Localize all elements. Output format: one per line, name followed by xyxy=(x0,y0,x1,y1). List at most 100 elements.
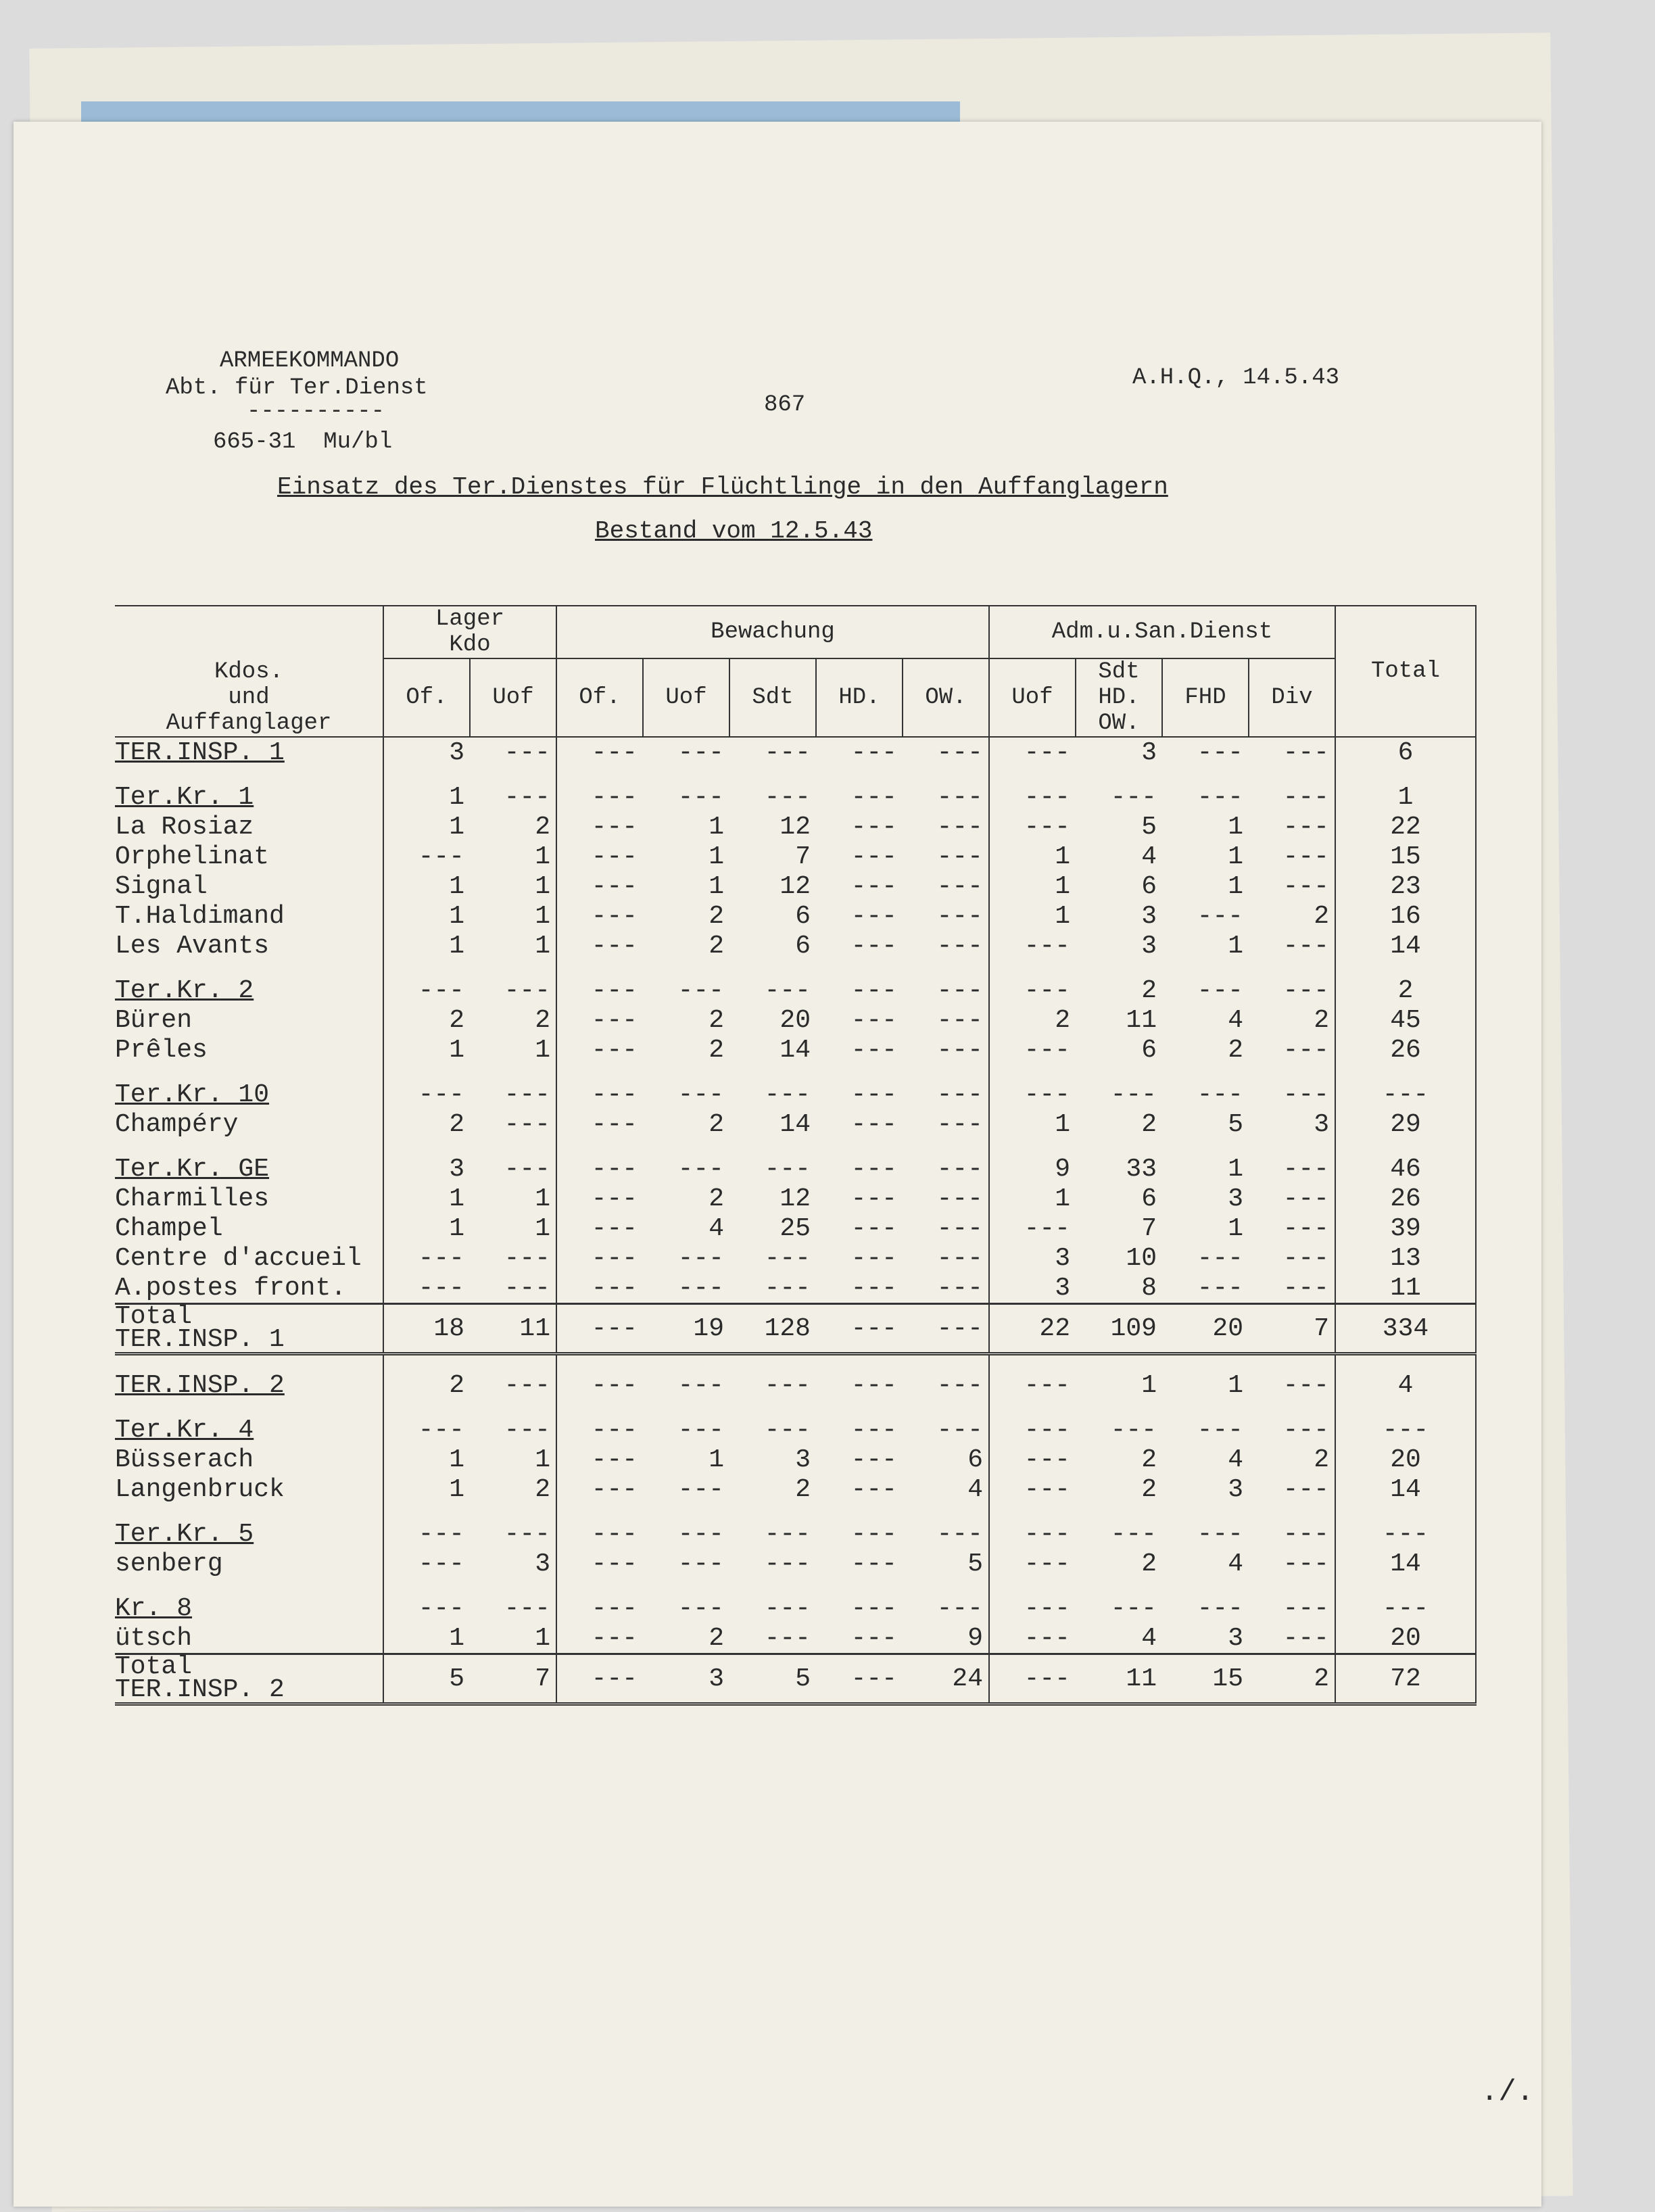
cell-value: 20 xyxy=(1335,1623,1477,1654)
cell-value: 1 xyxy=(1228,842,1243,871)
cell-value: 9 xyxy=(988,1139,1076,1184)
cell-value: --- xyxy=(850,1370,897,1400)
cell-value: 2 xyxy=(709,931,724,961)
cell-value: 20 xyxy=(1335,1445,1477,1474)
cell-value: 3 xyxy=(643,1653,729,1706)
row-label: Prêles xyxy=(115,1035,208,1065)
cell-value: --- xyxy=(988,1035,1076,1065)
cell-value: --- xyxy=(1282,1184,1329,1213)
cell-value: --- xyxy=(677,1080,724,1109)
row-label: senberg xyxy=(115,1549,223,1579)
cell-value: --- xyxy=(677,1519,724,1549)
table-row: Ter.Kr. 4 --- --- --- --- --- --- --- --- --- --- -… xyxy=(115,1400,1477,1445)
cell-value: --- xyxy=(850,812,897,842)
cell-value: --- xyxy=(504,1109,550,1139)
row-label: ütsch xyxy=(115,1623,193,1653)
column-header: Uof xyxy=(642,658,730,738)
cell-value: 2 xyxy=(383,1353,470,1400)
cell-value: --- xyxy=(556,1549,643,1579)
cell-value: 2 xyxy=(709,1184,724,1213)
cell-value: --- xyxy=(850,871,897,901)
cell-value: 1 xyxy=(535,1445,550,1474)
cell-value: 14 xyxy=(779,1035,811,1065)
table-row: Ter.Kr. 2 --- --- --- --- --- --- --- --- 2 --- ---… xyxy=(115,961,1477,1005)
table-row: Büren 2 2 --- 2 20 --- --- 2 11 4 2 45 xyxy=(115,1005,1477,1035)
cell-value: --- xyxy=(556,1445,643,1474)
cell-value: 1 xyxy=(1228,871,1243,901)
cell-value: --- xyxy=(816,1653,903,1706)
cell-value: 1 xyxy=(535,842,550,871)
cell-value: 1 xyxy=(1228,1213,1243,1243)
cell-value: 11 xyxy=(1335,1273,1477,1304)
cell-value: --- xyxy=(556,1035,643,1065)
cell-value: --- xyxy=(1197,738,1243,767)
cell-value: --- xyxy=(936,1243,983,1273)
cell-value: --- xyxy=(1282,976,1329,1005)
cell-value: 2 xyxy=(1141,1445,1157,1474)
table-row: T.Haldimand 1 1 --- 2 6 --- --- 1 3 --- 2 16 xyxy=(115,901,1477,931)
cell-value: --- xyxy=(1282,931,1329,961)
cell-value: 4 xyxy=(1228,1005,1243,1035)
cell-value: --- xyxy=(988,1579,1076,1623)
cell-value: 2 xyxy=(988,1005,1076,1035)
cell-value: --- xyxy=(936,1035,983,1065)
cell-value: --- xyxy=(988,1065,1076,1109)
cell-value: --- xyxy=(764,1415,811,1445)
cell-value: 1 xyxy=(383,871,470,901)
cell-value: 24 xyxy=(903,1653,989,1706)
cell-value: 20 xyxy=(1162,1303,1249,1355)
table-row: Büsserach 1 1 --- 1 3 --- 6 --- 2 4 2 20 xyxy=(115,1445,1477,1474)
cell-value: --- xyxy=(556,1109,643,1139)
row-header: Kdos. und Auffanglager xyxy=(115,605,384,738)
cell-value: --- xyxy=(1197,1273,1243,1303)
cell-value: --- xyxy=(556,1400,643,1445)
column-header: Div xyxy=(1248,658,1336,738)
total-row: Total TER.INSP. 1 18 11 --- 19 128 --- --- 22 109… xyxy=(115,1303,1477,1355)
cell-value: 3 xyxy=(1141,931,1157,961)
row-label: Champéry xyxy=(115,1109,239,1139)
cell-value: --- xyxy=(1110,1519,1157,1549)
cell-value: 26 xyxy=(1335,1184,1477,1213)
cell-value: --- xyxy=(556,1243,643,1273)
cell-value: 3 xyxy=(1228,1184,1243,1213)
cell-value: 5 xyxy=(967,1549,983,1579)
table-row: Ter.Kr. GE 3 --- --- --- --- --- --- 9 33 1 --- 46 xyxy=(115,1139,1477,1184)
cell-value: 1 xyxy=(535,1184,550,1213)
cell-value: --- xyxy=(556,901,643,931)
cell-value: 11 xyxy=(470,1303,556,1355)
cell-value: 4 xyxy=(1228,1549,1243,1579)
cell-value: 39 xyxy=(1335,1213,1477,1243)
column-header: Uof xyxy=(469,658,557,738)
cell-value: --- xyxy=(764,1623,811,1653)
cell-value: --- xyxy=(1282,1623,1329,1653)
cell-value: --- xyxy=(383,1504,470,1549)
cell-value: 72 xyxy=(1335,1653,1477,1706)
cell-value: --- xyxy=(1335,1579,1477,1623)
cell-value: 3 xyxy=(988,1243,1076,1273)
cell-value: 2 xyxy=(709,1005,724,1035)
cell-value: --- xyxy=(677,1243,724,1273)
cell-value: 2 xyxy=(535,1474,550,1504)
row-label: Ter.Kr. GE xyxy=(115,1154,270,1184)
cell-value: --- xyxy=(383,1243,470,1273)
cell-value: 109 xyxy=(1076,1303,1162,1355)
cell-value: 29 xyxy=(1335,1109,1477,1139)
cell-value: 2 xyxy=(1314,901,1329,931)
cell-value: --- xyxy=(1282,1080,1329,1109)
cell-value: --- xyxy=(988,1504,1076,1549)
table-row: Prêles 1 1 --- 2 14 --- --- --- 6 2 --- 26 xyxy=(115,1035,1477,1065)
cell-value: 1 xyxy=(535,1623,550,1653)
column-header: Of. xyxy=(383,658,471,738)
table-row: La Rosiaz 1 2 --- 1 12 --- --- --- 5 1 --- 22 xyxy=(115,812,1477,842)
cell-value: --- xyxy=(936,842,983,871)
cell-value: 5 xyxy=(383,1653,470,1706)
cell-value: 6 xyxy=(795,901,811,931)
cell-value: --- xyxy=(936,1080,983,1109)
cell-value: --- xyxy=(988,767,1076,812)
cell-value: 33 xyxy=(1126,1154,1157,1184)
table-row: Ter.Kr. 10 --- --- --- --- --- --- --- --- --- ---… xyxy=(115,1065,1477,1109)
place-date: A.H.Q., 14.5.43 xyxy=(1132,365,1340,391)
cell-value: --- xyxy=(556,812,643,842)
cell-value: --- xyxy=(556,931,643,961)
table-row: Champel 1 1 --- 4 25 --- --- --- 7 1 --- 39 xyxy=(115,1213,1477,1243)
